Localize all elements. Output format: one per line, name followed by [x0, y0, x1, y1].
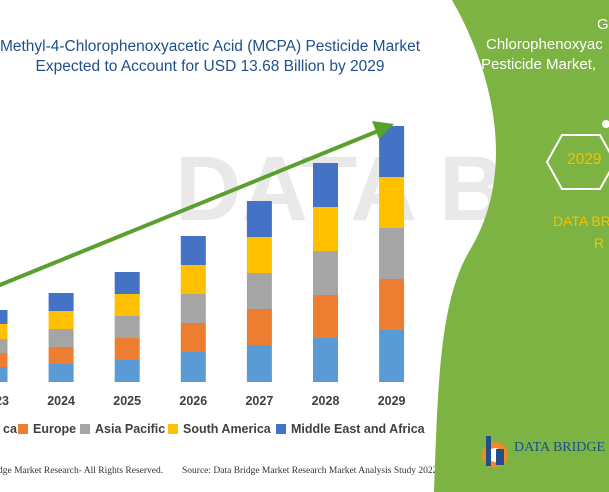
bar-north-america-2027: [246, 345, 272, 382]
chart-title-line-2: Expected to Account for USD 13.68 Billio…: [35, 58, 385, 75]
dot-icon: [602, 120, 609, 128]
x-tick-labels: 2023 2024 2025 2026 2027 2028 2029: [0, 394, 406, 408]
panel-title-line-2: Chlorophenoxyac: [486, 36, 603, 53]
green-panel-shape: [434, 0, 609, 492]
x-tick-label: 2025: [113, 394, 141, 408]
panel-title-line-3: Pesticide Market,: [481, 56, 597, 73]
bar-asia-pacific-2023: [0, 339, 8, 353]
bar-south-america-2028: [313, 207, 338, 251]
bar-europe-2028: [313, 295, 338, 338]
bar-south-america-2025: [114, 294, 140, 316]
hexagon-year: 2029: [567, 151, 602, 168]
bar-south-america-2027: [246, 237, 272, 273]
panel-title-line-1: G: [597, 16, 609, 33]
copyright-note: dge Market Research- All Rights Reserved…: [0, 466, 164, 476]
bar-middle-east-and-africa-2027: [246, 201, 272, 237]
source-note: Source: Data Bridge Market Research Mark…: [182, 466, 438, 476]
x-tick-label: 2026: [179, 394, 207, 408]
x-tick-label: 2027: [245, 394, 273, 408]
bar-europe-2025: [114, 338, 140, 360]
legend-label: Europe: [33, 422, 77, 436]
panel-caption-line-1: DATA BR: [553, 213, 609, 229]
legend-item-north-america: ca: [0, 420, 17, 438]
legend-swatch: [18, 424, 28, 434]
legend-label: South America: [183, 422, 271, 436]
bar-north-america-2029: [379, 330, 405, 382]
legend-item-asia-pacific: Asia Pacific: [80, 420, 165, 438]
brand-name: DATA BRIDGE: [514, 440, 606, 455]
brand-logo-icon: [482, 436, 508, 468]
bar-asia-pacific-2028: [313, 251, 338, 295]
x-tick-label: 2023: [0, 394, 9, 408]
bar-south-america-2023: [0, 324, 8, 339]
bar-middle-east-and-africa-2026: [180, 236, 206, 265]
bar-south-america-2026: [180, 265, 206, 294]
legend-label: Middle East and Africa: [291, 422, 425, 436]
legend-label: Asia Pacific: [95, 422, 166, 436]
bar-asia-pacific-2027: [246, 273, 272, 309]
trend-arrow-head: [372, 121, 394, 139]
bar-north-america-2025: [114, 360, 140, 382]
bar-north-america-2028: [313, 338, 338, 382]
bar-europe-2026: [180, 323, 206, 352]
panel-caption-line-2: R: [594, 235, 605, 251]
bar-asia-pacific-2026: [180, 294, 206, 323]
bar-middle-east-and-africa-2025: [114, 272, 140, 294]
hexagon-icon: [545, 134, 609, 190]
legend-item-south-america: South America: [168, 420, 271, 438]
legend-item-europe: Europe: [18, 420, 76, 438]
legend-swatch: [276, 424, 286, 434]
bar-south-america-2029: [379, 177, 405, 228]
bar-asia-pacific-2025: [114, 316, 140, 338]
legend-label: ca: [3, 422, 17, 436]
bar-europe-2029: [379, 279, 405, 330]
trend-arrow-line: [0, 129, 379, 288]
bar-north-america-2023: [0, 367, 8, 382]
chart-title-line-1: Methyl-4-Chlorophenoxyacetic Acid (MCPA)…: [0, 38, 421, 55]
x-tick-label: 2028: [312, 394, 340, 408]
bar-north-america-2026: [180, 352, 206, 382]
legend-item-middle-east-africa: Middle East and Africa: [276, 420, 425, 438]
bar-europe-2024: [48, 347, 74, 364]
bar-middle-east-and-africa-2028: [313, 163, 338, 207]
legend-swatch: [80, 424, 90, 434]
bar-asia-pacific-2029: [379, 228, 405, 279]
bar-asia-pacific-2024: [48, 329, 74, 347]
bar-europe-2027: [246, 309, 272, 345]
legend-swatch: [168, 424, 178, 434]
bars: [0, 126, 405, 382]
bar-europe-2023: [0, 353, 8, 367]
trend-arrow: [0, 121, 394, 288]
x-tick-label: 2024: [47, 394, 75, 408]
bar-north-america-2024: [48, 364, 74, 382]
x-tick-label: 2029: [378, 394, 406, 408]
bar-middle-east-and-africa-2024: [48, 293, 74, 311]
bar-south-america-2024: [48, 311, 74, 329]
bar-middle-east-and-africa-2023: [0, 310, 8, 324]
